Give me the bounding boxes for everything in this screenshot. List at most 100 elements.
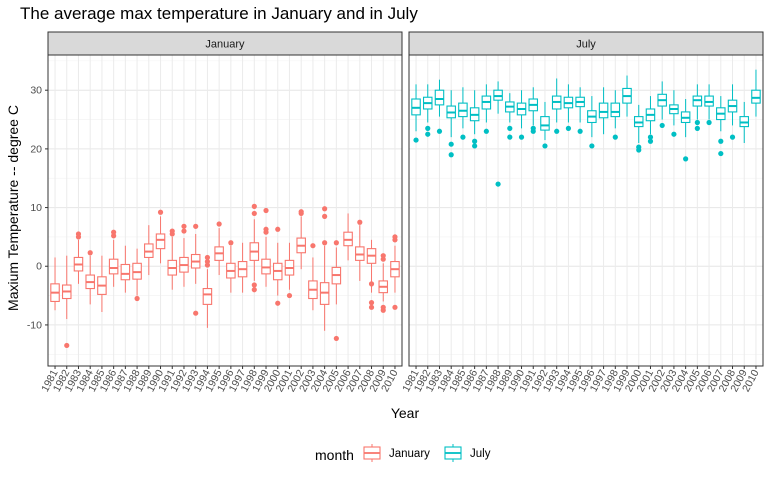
- strip-background: [47, 31, 403, 56]
- outlier-point: [310, 243, 316, 249]
- outlier-point: [460, 134, 466, 140]
- outlier-point: [718, 138, 724, 144]
- box-january-1996: [226, 240, 236, 293]
- outlier-point: [542, 143, 548, 149]
- box-july-1992: [540, 101, 550, 149]
- outlier-point: [636, 144, 642, 150]
- outlier-point: [275, 226, 281, 232]
- box-january-1992: [179, 223, 189, 287]
- outlier-point: [565, 125, 572, 131]
- box-january-2006: [343, 213, 353, 261]
- outlier-point: [251, 210, 257, 217]
- box-iqr: [120, 263, 131, 281]
- box-july-1998: [610, 90, 621, 140]
- outlier-point: [472, 143, 478, 149]
- outlier-point: [251, 282, 257, 288]
- box-iqr: [434, 89, 445, 106]
- box-january-2005: [331, 240, 342, 342]
- legend-entry-july: July: [444, 444, 491, 462]
- outlier-point: [694, 125, 700, 131]
- y-tick-label: 0: [36, 261, 42, 273]
- panels-layer: January198119821983198419851986198719881…: [39, 31, 764, 394]
- box-july-2001: [645, 96, 656, 144]
- outlier-point: [671, 131, 677, 137]
- outlier-point: [193, 310, 199, 316]
- outlier-point: [181, 223, 187, 229]
- box-january-1999: [261, 207, 271, 287]
- outlier-point: [507, 134, 513, 140]
- outlier-point: [333, 335, 339, 342]
- box-july-2003: [669, 90, 679, 137]
- box-july-1991: [528, 87, 539, 134]
- box-iqr: [610, 102, 621, 118]
- box-iqr: [598, 102, 609, 119]
- box-july-1996: [587, 96, 597, 149]
- box-july-1994: [563, 84, 574, 131]
- box-july-2004: [680, 99, 691, 162]
- box-july-2007: [716, 96, 726, 157]
- outlier-point: [322, 213, 328, 219]
- y-axis-title: Maxium Temperature -- degree C: [5, 105, 21, 311]
- outlier-point: [368, 300, 375, 306]
- outlier-point: [554, 128, 560, 134]
- outlier-point: [589, 143, 595, 149]
- outlier-point: [75, 231, 82, 237]
- outlier-point: [357, 219, 363, 225]
- box-iqr: [155, 233, 166, 250]
- box-january-1993: [190, 223, 201, 316]
- panel-january: January198119821983198419851986198719881…: [39, 31, 403, 394]
- y-tick-label: 10: [30, 202, 42, 214]
- outlier-point: [251, 203, 257, 209]
- box-july-1995: [575, 87, 585, 134]
- panel-background: [409, 55, 763, 366]
- chart-title: The average max temperature in January a…: [20, 4, 418, 23]
- outlier-point: [380, 253, 386, 259]
- box-january-1995: [214, 221, 224, 276]
- box-january-2008: [366, 239, 377, 310]
- box-july-1983: [434, 79, 445, 134]
- outlier-point: [472, 138, 478, 144]
- outlier-point: [683, 156, 689, 162]
- box-january-2003: [308, 243, 318, 311]
- box-july-1990: [516, 90, 527, 140]
- outlier-point: [729, 134, 736, 140]
- box-january-1994: [202, 254, 213, 328]
- strip-background: [408, 31, 764, 56]
- box-july-1989: [505, 93, 515, 140]
- box-july-1993: [551, 78, 562, 134]
- outlier-point: [64, 342, 70, 349]
- outlier-point: [647, 134, 654, 140]
- box-july-2006: [704, 84, 714, 126]
- y-tick-label: 30: [30, 85, 42, 97]
- box-january-1998: [249, 203, 260, 293]
- box-january-1989: [144, 225, 154, 276]
- box-january-2001: [284, 242, 295, 299]
- outlier-point: [518, 134, 525, 140]
- panel-july: July198119821983198419851986198719881989…: [400, 31, 764, 394]
- box-july-1988: [493, 81, 503, 187]
- outlier-point: [251, 287, 257, 293]
- box-january-1991: [167, 228, 178, 290]
- outlier-point: [392, 304, 398, 310]
- box-july-2000: [633, 104, 644, 153]
- y-tick-label: -10: [27, 319, 42, 331]
- outlier-point: [413, 137, 419, 143]
- legend-title: month: [315, 447, 354, 463]
- box-january-1985: [97, 255, 107, 313]
- outlier-point: [694, 119, 700, 126]
- box-july-2005: [692, 84, 703, 131]
- box-january-1983: [73, 231, 84, 284]
- outlier-point: [286, 292, 293, 299]
- box-july-1986: [469, 90, 480, 149]
- outlier-point: [322, 206, 328, 212]
- outlier-point: [495, 181, 501, 187]
- outlier-point: [448, 141, 454, 147]
- legend-label: July: [470, 448, 491, 460]
- outlier-point: [181, 228, 187, 234]
- box-january-2004: [319, 206, 330, 331]
- outlier-point: [157, 209, 164, 215]
- outlier-point: [718, 150, 724, 157]
- box-july-1981: [411, 84, 421, 143]
- box-iqr: [540, 116, 550, 131]
